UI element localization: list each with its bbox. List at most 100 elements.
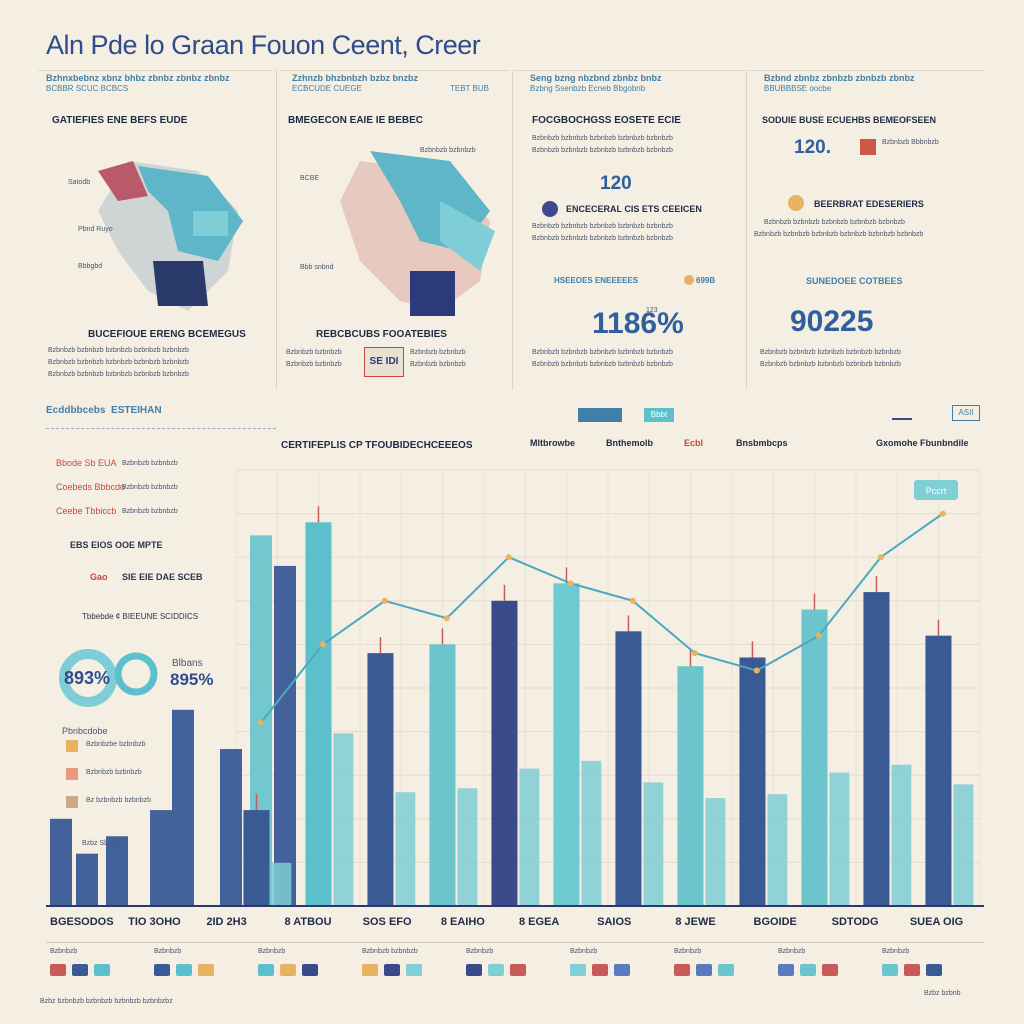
big-stat: 1186% — [592, 307, 684, 340]
panel-heading: GATIEFIES ENE BEFS EUDE — [52, 115, 188, 126]
legend-label: Bzbnbzbe bzbnbzb — [86, 741, 146, 748]
panel-foot-heading: BUCEFIOUE ERENG BCEMEGUS — [88, 329, 246, 340]
footer-legend-chip — [176, 964, 192, 976]
map-label: Satodb — [68, 179, 91, 186]
sidebar-row-label: Coebeds Bbbcdo — [56, 482, 126, 492]
donut-chart-icon — [59, 649, 158, 707]
footer-legend-chip — [384, 964, 400, 976]
chart-bar-secondary — [271, 862, 292, 906]
footer-legend-label: Bzbnbzb — [154, 948, 182, 955]
chart-point — [567, 580, 574, 587]
footer-legend-chip — [674, 964, 690, 976]
chart-title: CERTIFEPLIS CP TFOUBIDECHCEEEOS — [281, 440, 473, 451]
chart-bar-secondary — [581, 760, 602, 906]
chart-bar-secondary — [643, 782, 664, 906]
legend-swatch — [66, 740, 78, 752]
mid-button[interactable]: Bbbt — [644, 408, 674, 422]
toggle-button[interactable] — [578, 408, 622, 422]
x-tick-label: 8 JEWE — [675, 916, 716, 928]
chart-bar-secondary — [395, 792, 416, 906]
x-tick-label: TIO 3OHO — [128, 916, 181, 928]
footer-legend-chip — [302, 964, 318, 976]
map-label: Bbb snbnd — [300, 264, 334, 271]
stats-panel-3: Seng bzng nbzbnd zbnbz bnbz Bzbng Ssenbz… — [514, 70, 744, 391]
footer-legend-label: Bzbnbzb — [778, 948, 806, 955]
big-stat-unit: 123 — [646, 307, 658, 314]
footer-legend-label: Bzbnbzb — [570, 948, 598, 955]
right-button[interactable]: ASII — [952, 405, 980, 421]
chart-subtitle: Mltbrowbe — [530, 438, 575, 448]
chart-point — [691, 650, 698, 657]
chart-subtitle: Gxomohe Fbunbndile — [876, 438, 969, 448]
footer-legend-chip — [718, 964, 734, 976]
chart-bar — [925, 635, 952, 906]
stat-line-3: Tbbebde ¢ BIEEUNE SCIDDICS — [82, 612, 199, 621]
panel-subheader: BBUBBBSE oocbe — [764, 84, 832, 93]
stats-panel-4: Bzbnd zbnbz zbnbzb zbnbzb zbnbz BBUBBBSE… — [748, 70, 984, 391]
x-tick-label: 8 ATBOU — [284, 916, 332, 928]
chart-point — [319, 641, 326, 648]
dot-icon — [684, 275, 694, 285]
chart-point — [257, 719, 264, 726]
tag-row: HSEEOES ENEEEEES — [554, 276, 639, 285]
chart-bar-secondary — [953, 784, 974, 906]
footer-legend-label: Bzbnbzb — [50, 948, 78, 955]
flag-icon — [860, 139, 876, 155]
x-tick-label: 2ID 2H3 — [206, 916, 247, 928]
chart-bar — [553, 583, 580, 906]
footer-legend-chip — [258, 964, 274, 976]
footer-legend-chip — [510, 964, 526, 976]
stat-number: 120. — [794, 137, 831, 158]
chart-bar — [863, 592, 890, 906]
panel-subheader: BCBBR SCUC BCBCS — [46, 84, 129, 93]
chart-point — [877, 554, 884, 561]
panel-tag: TEBT BUB — [450, 84, 489, 93]
skyline-bar — [106, 836, 128, 906]
chart-bar — [739, 657, 766, 906]
footer-legend-chip — [926, 964, 942, 976]
sidebar: Bbode Sb EUA Bzbnbzb bzbnbzb Coebeds Bbb… — [46, 448, 256, 918]
map-graphic — [98, 161, 243, 311]
panel-header: Seng bzng nbzbnd zbnbz bnbz — [530, 73, 662, 83]
chart-bar-secondary — [891, 764, 912, 906]
stat-line-2: SIE EIE DAE SCEB — [122, 572, 203, 582]
x-tick-label: SDTODG — [831, 916, 879, 928]
pie-stat-2: 895% — [170, 670, 214, 689]
chart-bar — [243, 810, 270, 906]
footer-legend-chip — [466, 964, 482, 976]
footer-legend-chip — [570, 964, 586, 976]
chart-point — [381, 597, 388, 604]
plane-icon — [892, 408, 912, 420]
chart-bar — [429, 644, 456, 906]
chart-bar-secondary — [333, 733, 354, 906]
footer-legend-chip — [488, 964, 504, 976]
x-tick-label: BGOIDE — [753, 916, 797, 928]
stat-line-2-label: Gao — [90, 572, 108, 582]
main-chart: CERTIFEPLIS CP TFOUBIDECHCEEEOS Mltbrowbe… — [46, 438, 984, 907]
pie-stat-2-label: Blbans — [172, 658, 203, 669]
x-tick-label: SOS EFO — [362, 916, 412, 928]
panel-subheader: Bzbng Ssenbzb Ecneb Bbgobnb — [530, 84, 646, 93]
x-tick-label: 8 EGEA — [519, 916, 560, 928]
panel-foot-heading: REBCBCUBS FOOATEBIES — [316, 329, 447, 340]
x-tick-label: SUEA OIG — [909, 916, 964, 928]
chart-bar — [367, 653, 394, 906]
chart-bar-secondary — [705, 798, 726, 906]
footer-legend-chip — [696, 964, 712, 976]
target-icon — [542, 201, 558, 217]
panel-subheading: BEERBRAT EDESERIERS — [814, 199, 924, 209]
chart-bar-secondary — [767, 794, 788, 906]
chart-bar-secondary — [519, 768, 540, 906]
footer-legend-chip — [614, 964, 630, 976]
panel-header: Zzhnzb bhzbnbzh bzbz bnzbz — [292, 73, 418, 83]
map-graphic — [340, 151, 495, 316]
footer-legend-label: Bzbnbzb bzbnbzb — [362, 948, 418, 955]
panel-heading: FOCGBOCHGSS EOSETE ECIE — [532, 115, 681, 126]
panel-header: Bzhnxbebnz xbnz bhbz zbnbz zbnbz zbnbz — [46, 73, 230, 83]
x-tick-label: SAIOS — [597, 916, 632, 928]
x-axis-labels: BGESODOS TIO 3OHO 2ID 2H3 8 ATBOU SOS EFO 8 E… — [46, 916, 984, 936]
panel-heading: SODUIE BUSE ECUEHBS BEMEOFSEEN — [762, 115, 937, 125]
chart-point — [753, 667, 760, 674]
chart-subtitle: Ecbl — [684, 438, 703, 448]
footer-legend-chip — [406, 964, 422, 976]
